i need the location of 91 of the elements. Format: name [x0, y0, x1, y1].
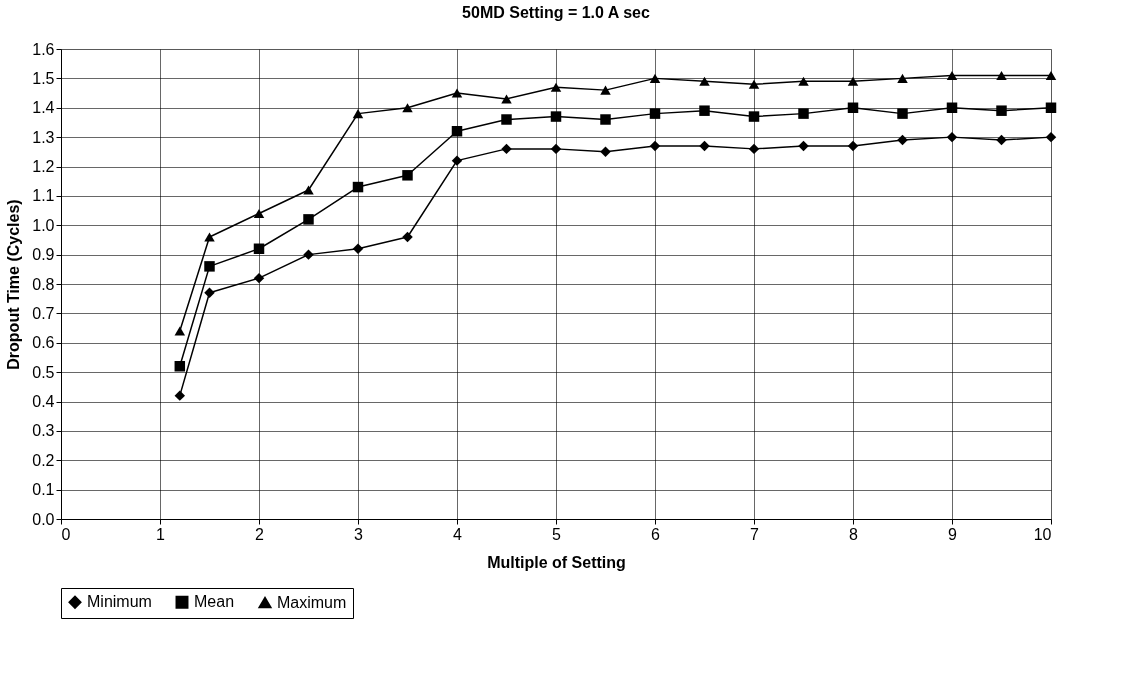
point	[946, 70, 958, 80]
y-tick-label: 0.4	[32, 393, 55, 410]
point	[748, 111, 760, 122]
y-tick-label: 0.8	[32, 275, 55, 293]
x-tick-label: 9	[948, 525, 958, 543]
point	[550, 143, 562, 155]
point	[600, 85, 611, 95]
x-tick-label: 8	[849, 525, 859, 543]
point	[303, 249, 314, 260]
point	[253, 243, 265, 254]
y-tick-label: 0.9	[32, 246, 55, 264]
y-tick-label: 1.0	[32, 216, 55, 234]
point	[174, 326, 186, 336]
y-tick-label: 1.2	[32, 158, 55, 175]
point	[649, 140, 661, 152]
x-tick-label: 7	[750, 525, 760, 543]
point	[402, 170, 413, 181]
point	[550, 111, 562, 122]
legend-label: Minimum	[87, 593, 152, 611]
y-tick-label: 0.3	[32, 422, 55, 440]
point	[402, 231, 413, 243]
y-tick-label: 0.1	[32, 481, 55, 499]
point	[897, 134, 908, 146]
point	[204, 232, 215, 242]
point	[847, 102, 859, 113]
point	[402, 103, 413, 113]
y-axis-title: Dropout Time (Cycles)	[5, 199, 23, 370]
point	[352, 243, 364, 254]
point	[847, 140, 859, 152]
point	[798, 76, 809, 86]
x-tick-label: 2	[255, 525, 265, 543]
point	[748, 143, 760, 155]
point	[451, 155, 463, 166]
point	[699, 105, 710, 116]
point	[946, 131, 958, 143]
point	[798, 140, 809, 152]
point	[996, 134, 1007, 146]
x-tick-label: 6	[651, 525, 661, 543]
y-tick-label: 0.0	[32, 510, 55, 528]
point	[1045, 70, 1057, 80]
point	[501, 143, 512, 155]
y-tick-label: 0.7	[32, 304, 55, 322]
point	[649, 108, 661, 119]
x-tick-label: 4	[453, 525, 463, 543]
y-tick-label: 0.6	[32, 334, 55, 352]
legend-label: Mean	[194, 593, 235, 611]
x-axis-title: Multiple of Setting	[487, 553, 626, 571]
point	[897, 108, 908, 119]
point	[501, 94, 512, 104]
y-tick-label: 1.1	[32, 187, 55, 205]
point	[1045, 131, 1057, 143]
x-tick-label: 1	[156, 525, 166, 543]
point	[847, 76, 859, 86]
point	[600, 114, 611, 125]
point	[1045, 102, 1057, 113]
point	[204, 287, 215, 299]
point	[699, 76, 710, 86]
legend-label: Maximum	[277, 593, 347, 611]
point	[253, 208, 265, 219]
y-tick-label: 1.4	[32, 99, 55, 117]
x-tick-label: 10	[1033, 525, 1052, 543]
y-tick-label: 0.5	[32, 363, 55, 381]
point	[303, 214, 314, 225]
y-tick-label: 1.6	[32, 40, 55, 58]
point	[996, 70, 1007, 80]
point	[699, 140, 710, 152]
point	[501, 114, 512, 125]
point	[451, 88, 463, 98]
point	[996, 105, 1007, 116]
x-tick-label: 0	[61, 525, 71, 543]
point	[352, 181, 364, 193]
point	[352, 109, 364, 119]
point	[897, 73, 908, 83]
point	[174, 390, 186, 401]
point	[253, 272, 265, 284]
y-tick-label: 1.5	[32, 69, 55, 87]
point	[174, 361, 186, 372]
point	[303, 185, 314, 195]
chart-title: 50MD Setting = 1.0 A sec	[462, 4, 650, 21]
point	[204, 261, 215, 272]
point	[550, 82, 562, 92]
point	[748, 79, 760, 89]
x-tick-label: 3	[354, 525, 364, 543]
point	[946, 102, 958, 113]
point	[798, 108, 809, 119]
point	[600, 146, 611, 158]
x-tick-label: 5	[552, 525, 562, 543]
point	[451, 126, 463, 137]
y-tick-label: 1.3	[32, 128, 55, 146]
y-tick-label: 0.2	[32, 451, 55, 469]
point	[649, 73, 661, 83]
